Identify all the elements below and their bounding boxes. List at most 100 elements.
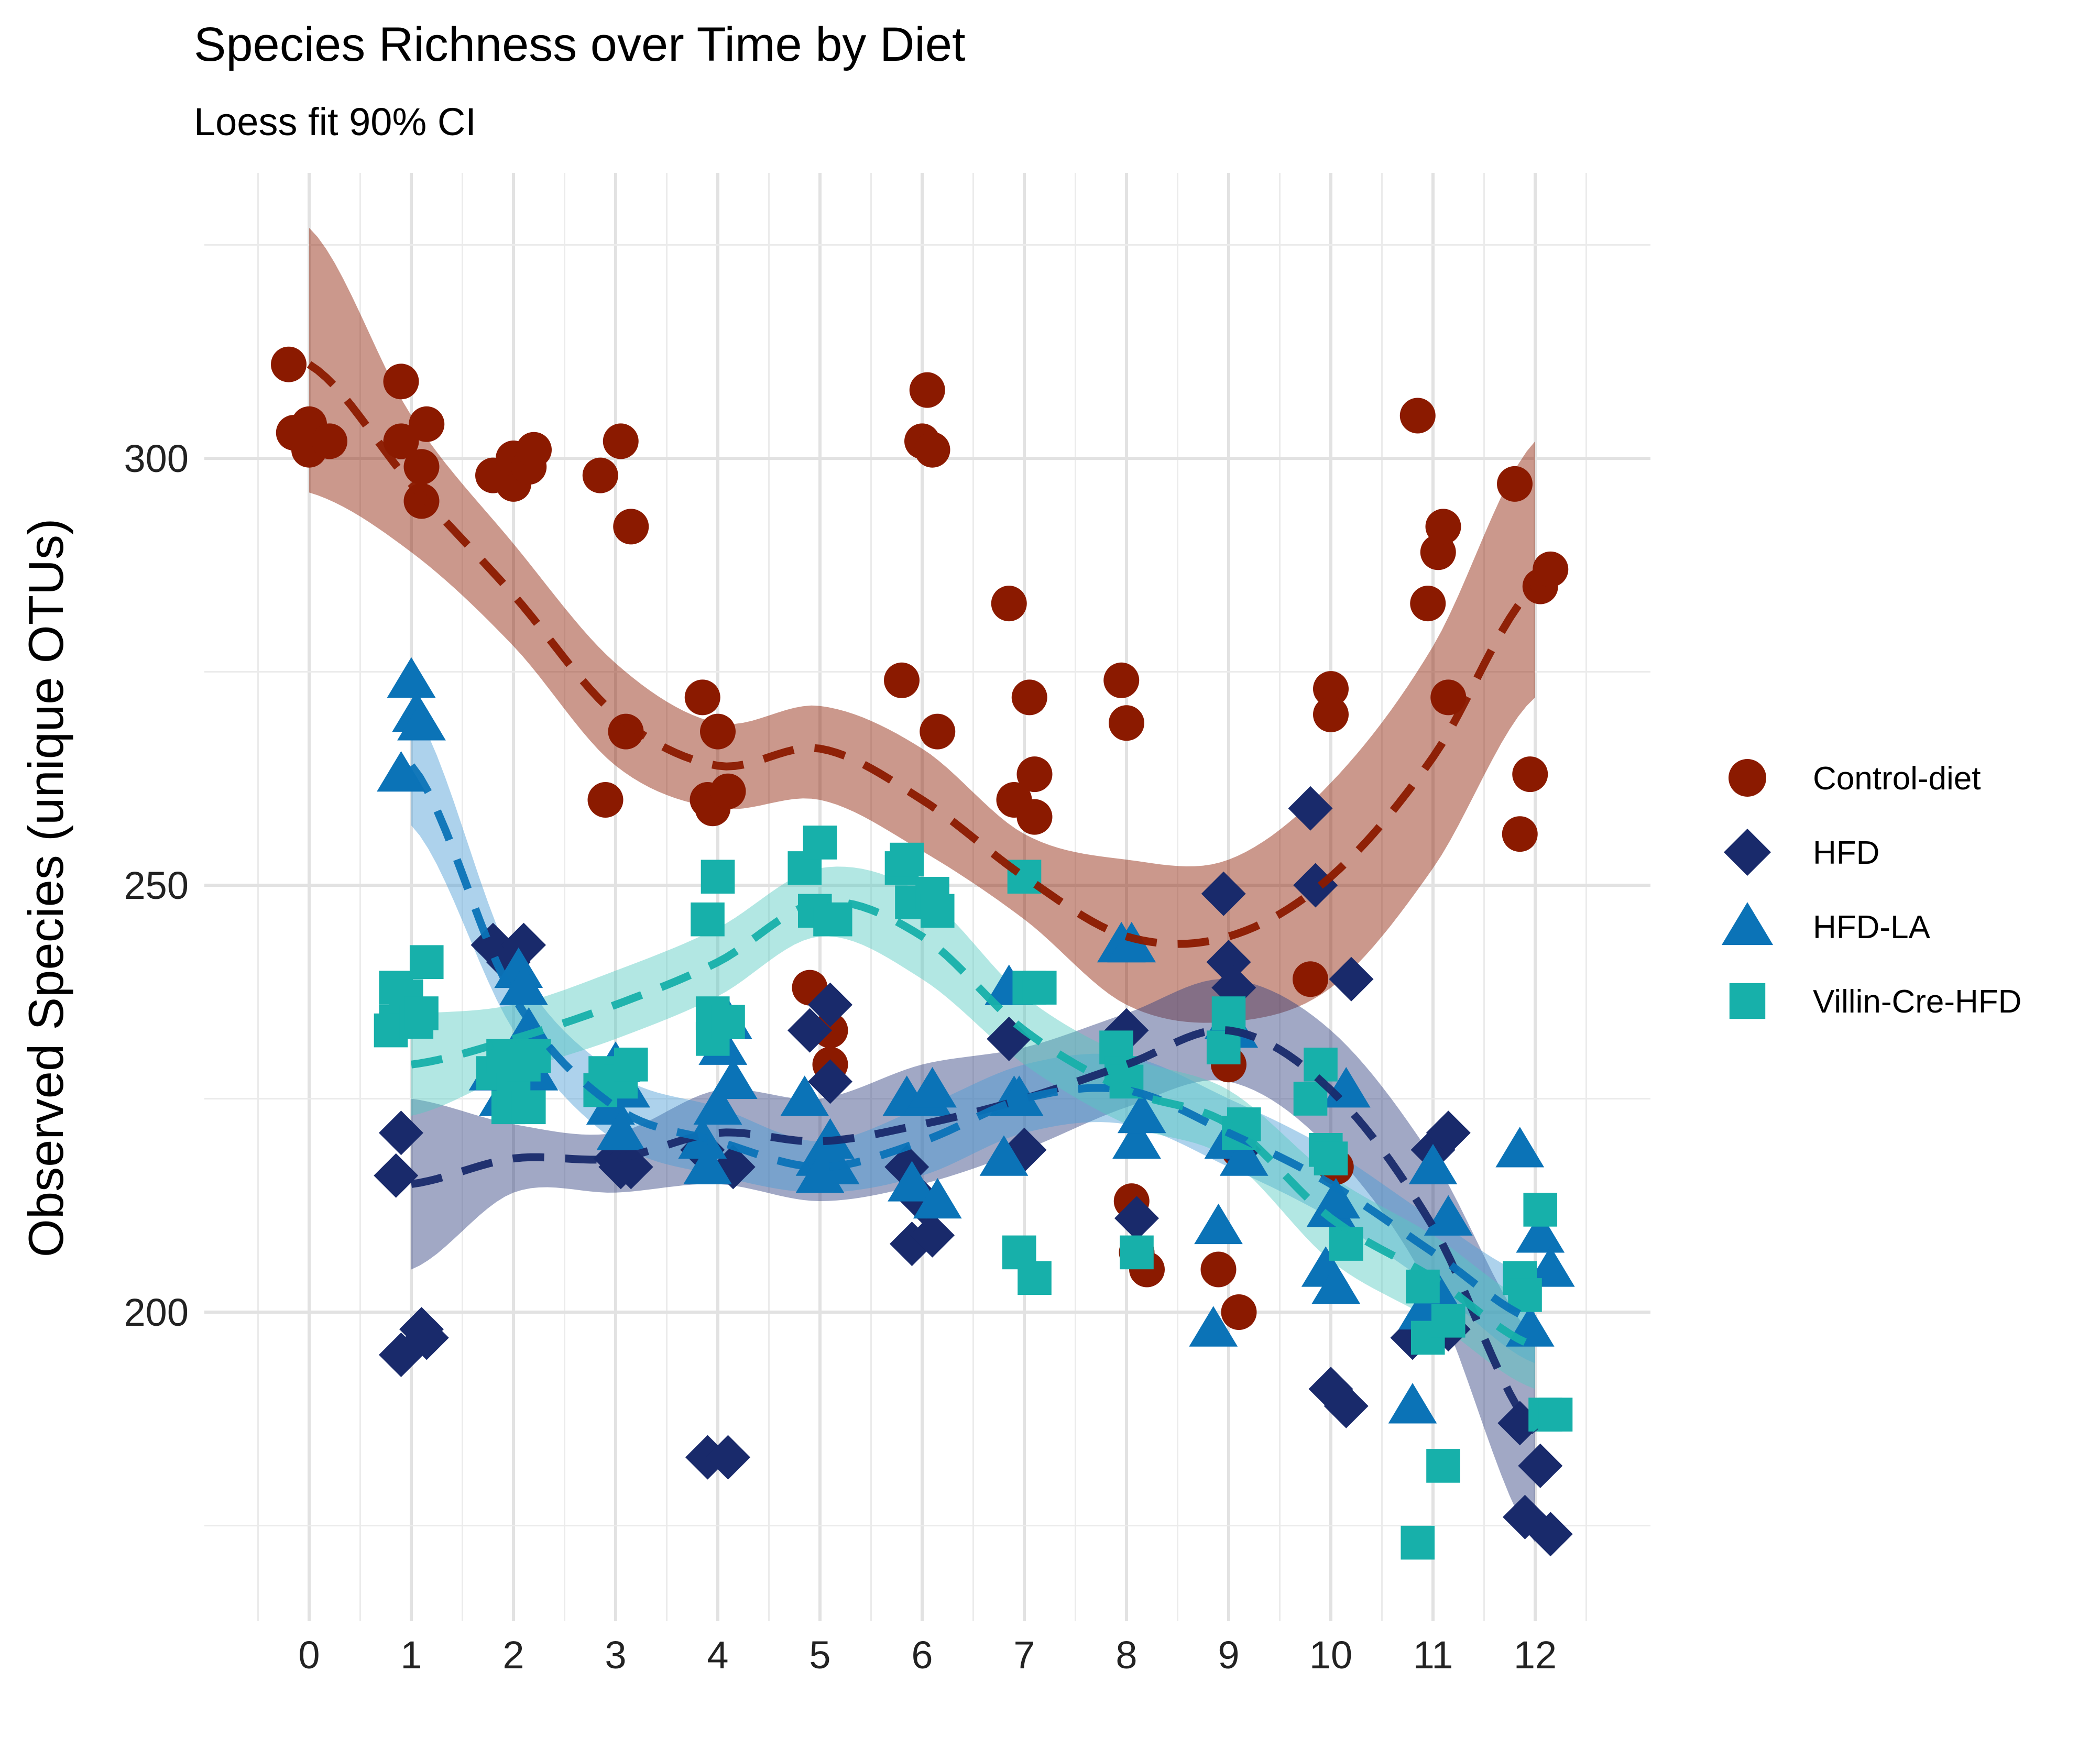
x-tick-label: 3: [605, 1633, 626, 1677]
data-point: [700, 713, 736, 750]
data-point: [1189, 1306, 1238, 1347]
data-point: [920, 894, 955, 928]
data-point: [788, 1008, 832, 1053]
data-point: [501, 922, 546, 967]
data-point: [1516, 1212, 1565, 1253]
legend-key: [1729, 983, 1766, 1019]
legend-label: Villin-Cre-HFD: [1813, 984, 2021, 1020]
data-point: [1022, 971, 1057, 1005]
legend-key: [1724, 829, 1771, 876]
data-point: [409, 945, 444, 979]
data-point: [914, 432, 950, 468]
loess-fit-line: [410, 897, 1537, 1350]
data-points: [271, 346, 1575, 1560]
data-point: [614, 1048, 648, 1082]
loess-fit-line: [408, 763, 1537, 1325]
data-point: [890, 842, 924, 877]
x-tick-label: 12: [1514, 1633, 1557, 1677]
legend-key: [1721, 902, 1774, 945]
x-tick-label: 2: [502, 1633, 524, 1677]
data-point: [1399, 398, 1436, 434]
data-point: [1410, 586, 1446, 622]
x-tick-label: 5: [809, 1633, 830, 1677]
x-tick-label: 0: [298, 1633, 320, 1677]
data-point: [271, 346, 307, 382]
loess-fit-line: [307, 361, 1538, 948]
loess-fit-lines: [307, 361, 1538, 1435]
data-point: [383, 364, 419, 400]
data-point: [920, 713, 956, 750]
data-point: [706, 1435, 750, 1480]
data-point: [377, 751, 425, 792]
data-point: [397, 700, 446, 741]
data-point: [312, 423, 347, 459]
legend-label: Control-diet: [1813, 761, 1981, 797]
data-point: [909, 372, 945, 408]
data-point: [1109, 705, 1144, 741]
ci-band: [309, 227, 1535, 1023]
legend-key: [1729, 759, 1766, 797]
data-point: [403, 449, 440, 485]
x-tick-label: 1: [400, 1633, 422, 1677]
y-tick-label: 200: [124, 1291, 189, 1334]
data-point: [1538, 1398, 1573, 1432]
data-point: [693, 1084, 742, 1125]
data-point: [387, 657, 436, 698]
data-point: [1431, 1304, 1465, 1338]
x-tick-label: 9: [1218, 1633, 1239, 1677]
data-point: [517, 1039, 551, 1073]
data-point: [1408, 1143, 1458, 1185]
y-tick-label: 250: [124, 864, 189, 907]
data-point: [683, 1143, 732, 1185]
data-point: [1430, 679, 1467, 716]
data-point: [1211, 996, 1246, 1030]
data-point: [1388, 1383, 1437, 1424]
data-point: [808, 982, 852, 1027]
data-point: [409, 406, 445, 442]
x-tick-label: 11: [1413, 1633, 1453, 1677]
data-point: [1117, 1092, 1166, 1134]
data-point: [991, 586, 1027, 622]
data-point: [374, 1153, 419, 1198]
data-point: [1424, 1195, 1473, 1236]
data-point: [1313, 671, 1349, 707]
data-point: [1103, 662, 1140, 698]
data-point: [1311, 1178, 1361, 1219]
data-point: [1311, 1263, 1361, 1304]
data-point: [1114, 1196, 1159, 1241]
data-point: [608, 713, 644, 750]
data-point: [1200, 1251, 1237, 1288]
data-point: [1502, 816, 1538, 852]
data-point: [1107, 921, 1156, 963]
data-point: [1120, 1235, 1154, 1270]
data-point: [596, 1109, 646, 1150]
grid: [204, 173, 1650, 1621]
data-point: [1016, 799, 1053, 835]
data-point: [818, 902, 852, 937]
data-point: [708, 1058, 758, 1099]
data-point: [1497, 466, 1533, 502]
data-point: [404, 996, 439, 1030]
x-tick-label: 8: [1115, 1633, 1137, 1677]
data-point: [383, 423, 419, 459]
data-point: [1533, 551, 1569, 587]
data-point: [803, 826, 837, 860]
data-point: [711, 1005, 745, 1039]
x-tick-label: 10: [1309, 1633, 1352, 1677]
data-point: [908, 1067, 957, 1108]
data-point: [379, 1110, 423, 1156]
data-point: [603, 423, 639, 459]
data-point: [404, 1315, 449, 1360]
data-point: [1523, 1193, 1558, 1227]
data-point: [701, 860, 735, 894]
data-point: [1526, 1246, 1575, 1287]
data-point: [1018, 1261, 1052, 1295]
legend-label: HFD-LA: [1813, 909, 1931, 945]
data-point: [1016, 756, 1053, 793]
data-point: [1194, 1203, 1243, 1245]
data-point: [1293, 961, 1328, 997]
legend: Control-diet HFD HFD-LA Villin-Cre-HFD: [1721, 759, 2021, 1020]
x-tick-label: 7: [1013, 1633, 1035, 1677]
data-point: [1313, 697, 1349, 732]
